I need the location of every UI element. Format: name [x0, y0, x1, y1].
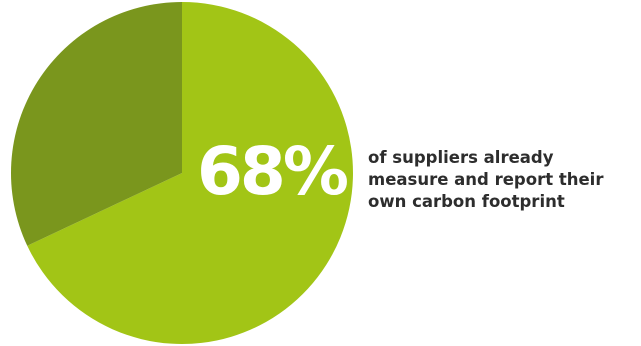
pie-chart [10, 1, 353, 344]
caption-line-3: own carbon footprint [368, 192, 565, 211]
pie-value-label: 68% [197, 133, 349, 210]
caption-line-1: of suppliers already [368, 148, 554, 167]
pie-slice-primary [27, 2, 353, 344]
pie-slice-secondary [10, 1, 182, 246]
pie-caption: of suppliers already measure and report … [368, 147, 638, 213]
caption-line-2: measure and report their [368, 170, 604, 189]
